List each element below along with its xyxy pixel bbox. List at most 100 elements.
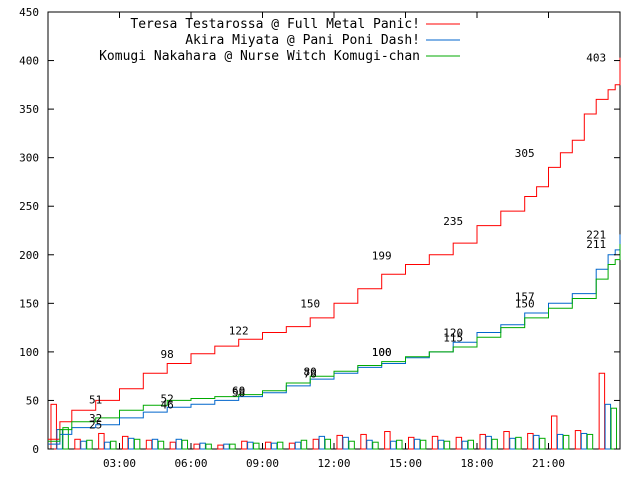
- point-label: 122: [229, 325, 249, 338]
- hourly-bar: [151, 438, 159, 450]
- hourly-bar: [121, 435, 129, 450]
- series-line: [48, 244, 621, 442]
- hourly-bar: [241, 440, 248, 450]
- hourly-bar: [104, 441, 111, 450]
- y-tick-label: 50: [26, 394, 39, 407]
- point-label: 115: [443, 331, 463, 344]
- hourly-bar: [127, 437, 135, 450]
- y-tick-label: 250: [19, 200, 39, 213]
- hourly-bar: [384, 431, 391, 450]
- hourly-bar: [467, 439, 475, 450]
- hourly-bar: [527, 432, 534, 450]
- hourly-bar: [396, 439, 403, 450]
- hourly-bar: [217, 444, 224, 450]
- hourly-bar: [181, 439, 189, 450]
- y-axis-ticks: 0 50 100 150 200 250 300 350 400 450: [19, 6, 620, 456]
- hourly-bar: [312, 438, 320, 450]
- y-tick-label: 350: [19, 103, 39, 116]
- hourly-bar: [419, 439, 427, 450]
- hourly-bar: [193, 443, 200, 450]
- x-tick-label: 03:00: [103, 457, 136, 470]
- point-label: 150: [515, 297, 535, 310]
- cumulative-lines: [48, 57, 621, 445]
- y-tick-label: 150: [19, 297, 39, 310]
- x-tick-label: 21:00: [532, 457, 565, 470]
- legend-label: Teresa Testarossa @ Full Metal Panic!: [130, 17, 420, 32]
- hourly-bar: [586, 433, 594, 450]
- x-tick-label: 18:00: [460, 457, 493, 470]
- point-label: 60: [232, 385, 245, 398]
- point-label: 98: [161, 348, 174, 361]
- hourly-bar: [455, 436, 463, 450]
- hourly-bar: [74, 438, 81, 450]
- series-line: [48, 57, 621, 440]
- hourly-bar: [580, 432, 588, 450]
- y-tick-label: 100: [19, 346, 39, 359]
- plot-frame: [47, 11, 621, 450]
- hourly-bar: [86, 439, 93, 450]
- hourly-bar: [205, 443, 212, 450]
- hourly-bar: [342, 436, 349, 450]
- hourly-bar: [80, 440, 87, 450]
- hourly-bar: [461, 440, 469, 450]
- hourly-bar: [253, 442, 260, 450]
- point-label: 305: [515, 147, 535, 160]
- hourly-bar: [98, 432, 105, 450]
- hourly-bar: [598, 372, 606, 450]
- hourly-bar: [509, 437, 516, 450]
- hourly-bar: [604, 403, 612, 450]
- hourly-bar: [175, 438, 183, 450]
- point-label: 100: [372, 346, 392, 359]
- hourly-bar: [491, 438, 498, 450]
- hourly-bar: [133, 438, 141, 450]
- hourly-bar: [574, 430, 582, 450]
- hourly-bar: [300, 439, 308, 450]
- legend-label: Komugi Nakahara @ Nurse Witch Komugi-cha…: [99, 49, 420, 64]
- y-tick-label: 300: [19, 152, 39, 165]
- hourly-bar: [413, 438, 421, 450]
- x-axis-ticks: 03:00 06:00 09:00 12:00 15:00 18:00 21:00: [103, 12, 565, 470]
- y-tick-label: 400: [19, 55, 39, 68]
- y-tick-label: 0: [32, 443, 39, 456]
- hourly-bar: [562, 434, 570, 450]
- hourly-bar: [247, 441, 254, 450]
- x-tick-label: 12:00: [317, 457, 350, 470]
- point-label: 403: [586, 52, 606, 65]
- point-label: 46: [161, 398, 174, 411]
- hourly-bar: [610, 407, 618, 450]
- hourly-bar: [318, 435, 326, 450]
- y-tick-label: 450: [19, 6, 39, 19]
- point-label: 100: [372, 346, 392, 359]
- y-tick-label: 200: [19, 249, 39, 262]
- point-label: 221: [586, 228, 606, 241]
- hourly-bar: [556, 433, 564, 450]
- x-tick-label: 09:00: [246, 457, 279, 470]
- series-line: [48, 234, 621, 445]
- hourly-bar: [360, 433, 367, 450]
- hourly-bar: [503, 431, 510, 450]
- point-label: 51: [89, 393, 102, 406]
- x-tick-label: 15:00: [389, 457, 422, 470]
- legend: Teresa Testarossa @ Full Metal Panic!Aki…: [99, 17, 460, 64]
- hourly-bar: [288, 442, 296, 450]
- point-label: 157: [515, 291, 535, 304]
- point-label: 150: [300, 297, 320, 310]
- hourly-bar: [62, 427, 69, 450]
- hourly-bar: [479, 433, 486, 450]
- hourly-bar: [50, 403, 57, 450]
- hourly-bar: [407, 436, 415, 450]
- hourly-bar: [199, 442, 206, 450]
- hourly-bar: [145, 439, 153, 450]
- hourly-bar: [229, 443, 236, 450]
- hourly-bar: [324, 438, 332, 450]
- hourly-bar: [390, 440, 397, 450]
- hourly-bar: [533, 434, 540, 450]
- hourly-bar: [539, 437, 546, 450]
- hourly-bar: [515, 436, 522, 450]
- point-label: 78: [304, 367, 317, 380]
- hourly-bars: [50, 372, 618, 450]
- hourly-bar: [550, 415, 558, 450]
- hourly-bar: [270, 442, 278, 450]
- hourly-bar: [372, 441, 379, 450]
